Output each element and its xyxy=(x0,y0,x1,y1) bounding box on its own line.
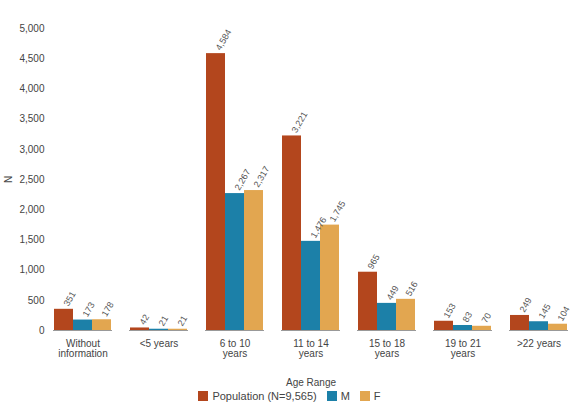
svg-text:178: 178 xyxy=(100,300,116,318)
svg-text:1,745: 1,745 xyxy=(328,199,348,224)
svg-text:500: 500 xyxy=(28,295,45,306)
svg-text:249: 249 xyxy=(518,296,534,314)
svg-text:2,317: 2,317 xyxy=(252,164,272,189)
svg-text:19 to 21years: 19 to 21years xyxy=(445,338,482,359)
svg-text:173: 173 xyxy=(81,300,97,318)
svg-text:104: 104 xyxy=(556,305,572,323)
svg-text:Withoutinformation: Withoutinformation xyxy=(58,338,107,359)
svg-text:11 to 14years: 11 to 14years xyxy=(293,338,329,359)
svg-text:3,000: 3,000 xyxy=(19,144,44,155)
svg-text:15 to 18years: 15 to 18years xyxy=(369,338,406,359)
svg-text:3,500: 3,500 xyxy=(19,113,44,124)
html-text:F: F xyxy=(373,390,381,402)
svg-text:4,500: 4,500 xyxy=(19,53,44,64)
svg-text:2,000: 2,000 xyxy=(19,204,44,215)
svg-text:4,584: 4,584 xyxy=(214,28,234,53)
html-text:M: M xyxy=(340,390,350,402)
svg-text:21: 21 xyxy=(176,314,190,328)
svg-text:21: 21 xyxy=(157,314,171,328)
svg-text:145: 145 xyxy=(537,302,553,320)
svg-text:965: 965 xyxy=(366,253,382,271)
svg-text:2,500: 2,500 xyxy=(19,174,44,185)
svg-text:6 to 10years: 6 to 10years xyxy=(220,338,251,359)
svg-text:1,500: 1,500 xyxy=(19,234,44,245)
svg-text:N: N xyxy=(3,176,14,183)
svg-text:1,000: 1,000 xyxy=(19,264,44,275)
svg-text:70: 70 xyxy=(480,311,494,325)
svg-text:Age Range: Age Range xyxy=(286,377,336,388)
svg-text:351: 351 xyxy=(62,290,78,308)
svg-text:449: 449 xyxy=(385,284,401,302)
svg-text:2,267: 2,267 xyxy=(233,168,253,193)
svg-text:516: 516 xyxy=(404,280,420,298)
svg-text:42: 42 xyxy=(138,313,152,327)
svg-text:1,476: 1,476 xyxy=(309,215,329,240)
svg-text:153: 153 xyxy=(442,302,458,320)
svg-text:5,000: 5,000 xyxy=(19,23,44,34)
svg-text:>22 years: >22 years xyxy=(517,338,561,349)
svg-text:4,000: 4,000 xyxy=(19,83,44,94)
svg-text:83: 83 xyxy=(461,310,475,324)
svg-text:3,221: 3,221 xyxy=(290,110,310,135)
svg-text:0: 0 xyxy=(39,325,45,336)
html-text:Population (N=9,565): Population (N=9,565) xyxy=(212,390,317,402)
svg-text:<5 years: <5 years xyxy=(140,338,179,349)
